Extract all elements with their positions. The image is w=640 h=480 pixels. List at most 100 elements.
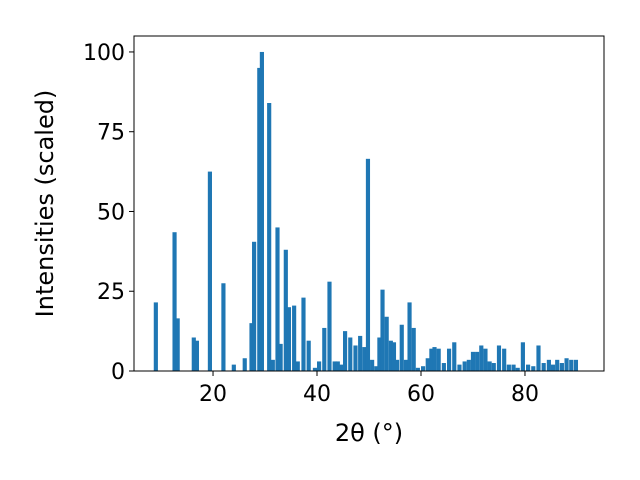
- bar: [502, 348, 507, 371]
- bar: [332, 361, 337, 371]
- y-tick-label: 100: [83, 41, 125, 66]
- bar: [275, 227, 280, 371]
- y-axis-label: Intensities (scaled): [31, 90, 59, 318]
- bar: [520, 342, 525, 371]
- bar-series: [153, 51, 579, 372]
- bar: [399, 324, 404, 371]
- bar: [411, 327, 416, 371]
- bar: [432, 347, 437, 371]
- bar: [388, 340, 393, 371]
- bar: [295, 361, 300, 371]
- bar: [415, 367, 420, 371]
- bar: [452, 342, 457, 371]
- bar: [362, 347, 367, 371]
- bar: [515, 367, 520, 371]
- bar: [338, 364, 344, 371]
- bar: [546, 359, 551, 371]
- bar: [175, 318, 180, 371]
- bar: [462, 361, 467, 371]
- bar: [429, 348, 434, 371]
- bar: [259, 51, 264, 371]
- bar: [470, 351, 476, 371]
- bar: [322, 327, 327, 371]
- bar: [384, 316, 389, 371]
- bar: [569, 359, 574, 371]
- x-tick-label: 80: [511, 382, 539, 407]
- y-axis-ticks: 0 25 50 75 100: [83, 41, 134, 385]
- bar: [153, 302, 158, 371]
- bar: [283, 249, 288, 371]
- bar: [374, 366, 379, 371]
- bar: [207, 171, 212, 371]
- bar: [242, 358, 247, 371]
- bar: [425, 358, 430, 371]
- bar: [306, 340, 311, 371]
- bar: [564, 358, 569, 371]
- bar: [531, 366, 536, 371]
- bar: [446, 348, 452, 371]
- bar: [292, 305, 297, 371]
- bar: [559, 363, 564, 371]
- bar: [457, 364, 462, 371]
- bar: [327, 281, 332, 371]
- bar: [403, 359, 408, 371]
- bar: [335, 361, 340, 371]
- bar: [191, 337, 196, 371]
- bar: [395, 359, 400, 371]
- bar: [377, 337, 382, 371]
- bar: [348, 337, 353, 371]
- bar: [420, 366, 426, 371]
- bar: [487, 361, 492, 371]
- bar: [380, 289, 385, 371]
- y-tick-label: 0: [111, 360, 125, 385]
- x-axis-label: 2θ (°): [335, 419, 403, 447]
- bar: [358, 335, 363, 371]
- x-tick-label: 20: [199, 382, 227, 407]
- bar: [278, 343, 283, 371]
- bar: [231, 364, 236, 371]
- bar: [194, 340, 199, 371]
- bar: [391, 342, 397, 371]
- bar: [541, 363, 546, 371]
- bar: [270, 359, 275, 371]
- bar: [221, 283, 226, 371]
- bar: [312, 367, 318, 371]
- bar: [172, 232, 177, 371]
- bar: [365, 158, 371, 371]
- bar: [506, 364, 511, 371]
- bar: [496, 345, 502, 371]
- bar: [526, 364, 531, 371]
- x-tick-label: 60: [407, 382, 435, 407]
- bar: [252, 241, 257, 371]
- bar: [555, 359, 560, 371]
- bar: [436, 348, 441, 371]
- bar: [353, 345, 358, 371]
- bar: [475, 351, 480, 371]
- y-tick-label: 25: [97, 280, 125, 305]
- bar: [483, 348, 488, 371]
- bar: [257, 67, 262, 372]
- bar: [301, 297, 306, 371]
- plot-area-frame: [133, 35, 605, 372]
- bar: [466, 359, 471, 371]
- y-tick-label: 75: [97, 121, 125, 146]
- bar: [550, 364, 556, 371]
- bar: [286, 307, 292, 371]
- x-axis-ticks: 20 40 60 80: [199, 371, 539, 407]
- bar: [249, 323, 254, 371]
- bar: [370, 359, 375, 371]
- bar: [407, 302, 412, 371]
- bar: [536, 345, 541, 371]
- x-tick-label: 40: [303, 382, 331, 407]
- bar: [317, 361, 322, 371]
- bar: [479, 345, 484, 371]
- bar: [343, 331, 348, 371]
- bar: [441, 363, 446, 371]
- bar: [267, 103, 272, 371]
- bar: [491, 363, 496, 371]
- bar: [573, 359, 579, 371]
- y-tick-label: 50: [97, 200, 125, 225]
- bar: [511, 364, 516, 371]
